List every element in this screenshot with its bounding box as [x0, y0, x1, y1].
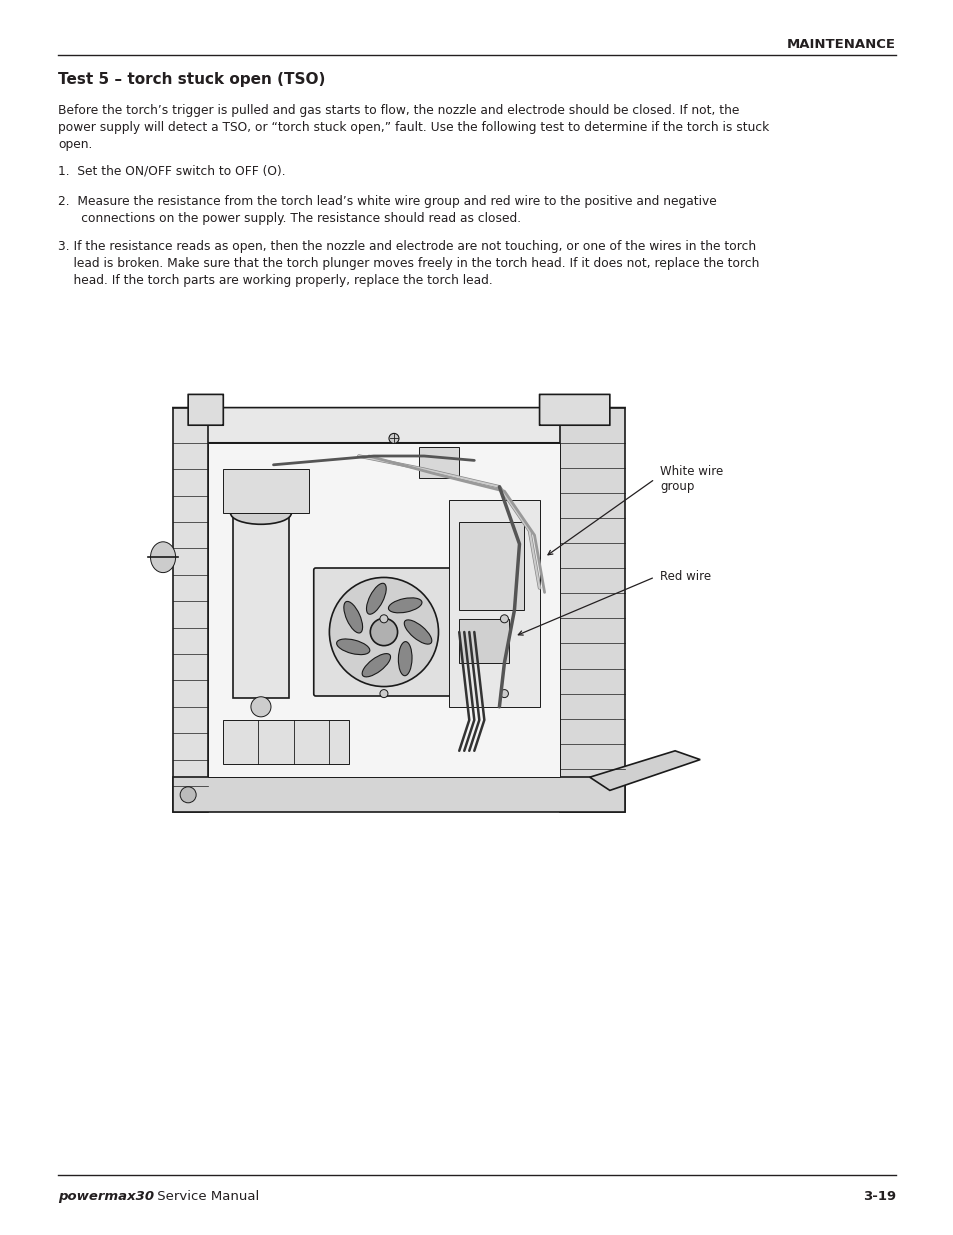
- FancyBboxPatch shape: [539, 394, 609, 425]
- Text: powermax30: powermax30: [58, 1191, 154, 1203]
- Ellipse shape: [336, 638, 370, 655]
- Polygon shape: [172, 408, 624, 443]
- Text: 1.  Set the ON/OFF switch to OFF (O).: 1. Set the ON/OFF switch to OFF (O).: [58, 165, 285, 178]
- Text: 2.  Measure the resistance from the torch lead’s white wire group and red wire t: 2. Measure the resistance from the torch…: [58, 195, 716, 207]
- Circle shape: [329, 578, 438, 687]
- Polygon shape: [559, 408, 624, 813]
- Ellipse shape: [343, 601, 362, 634]
- Circle shape: [370, 619, 397, 646]
- Text: open.: open.: [58, 138, 92, 151]
- Text: power supply will detect a TSO, or “torch stuck open,” fault. Use the following : power supply will detect a TSO, or “torc…: [58, 121, 768, 135]
- Circle shape: [500, 689, 508, 698]
- Ellipse shape: [366, 583, 386, 614]
- Bar: [458, 619, 509, 663]
- Text: Before the torch’s trigger is pulled and gas starts to flow, the nozzle and elec: Before the torch’s trigger is pulled and…: [58, 104, 739, 117]
- Text: Test 5 – torch stuck open (TSO): Test 5 – torch stuck open (TSO): [58, 72, 325, 86]
- Bar: [208, 443, 559, 777]
- Bar: [233, 514, 288, 698]
- Ellipse shape: [388, 598, 421, 613]
- Circle shape: [180, 787, 196, 803]
- Polygon shape: [589, 751, 700, 790]
- Text: lead is broken. Make sure that the torch plunger moves freely in the torch head.: lead is broken. Make sure that the torch…: [58, 257, 759, 270]
- Text: MAINTENANCE: MAINTENANCE: [786, 38, 895, 51]
- Text: 3. If the resistance reads as open, then the nozzle and electrode are not touchi: 3. If the resistance reads as open, then…: [58, 240, 756, 253]
- FancyBboxPatch shape: [188, 394, 223, 425]
- Circle shape: [251, 697, 271, 716]
- Circle shape: [379, 689, 388, 698]
- Text: connections on the power supply. The resistance should read as closed.: connections on the power supply. The res…: [58, 212, 520, 225]
- Ellipse shape: [404, 620, 432, 645]
- Text: Red wire: Red wire: [659, 571, 710, 583]
- Polygon shape: [172, 777, 624, 813]
- Text: White wire
group: White wire group: [659, 466, 722, 493]
- Circle shape: [389, 433, 398, 443]
- Circle shape: [379, 615, 388, 622]
- Text: 3-19: 3-19: [862, 1191, 895, 1203]
- Ellipse shape: [231, 503, 291, 525]
- Ellipse shape: [151, 542, 175, 573]
- Bar: [223, 720, 349, 764]
- Polygon shape: [172, 408, 208, 813]
- Bar: [223, 469, 309, 514]
- Bar: [418, 447, 458, 478]
- Bar: [148, 390, 649, 830]
- Circle shape: [500, 615, 508, 622]
- FancyBboxPatch shape: [314, 568, 454, 697]
- Ellipse shape: [362, 653, 390, 677]
- Text: head. If the torch parts are working properly, replace the torch lead.: head. If the torch parts are working pro…: [58, 274, 493, 287]
- Text: Service Manual: Service Manual: [152, 1191, 259, 1203]
- Bar: [449, 500, 539, 706]
- Bar: [458, 522, 524, 610]
- Ellipse shape: [398, 642, 412, 676]
